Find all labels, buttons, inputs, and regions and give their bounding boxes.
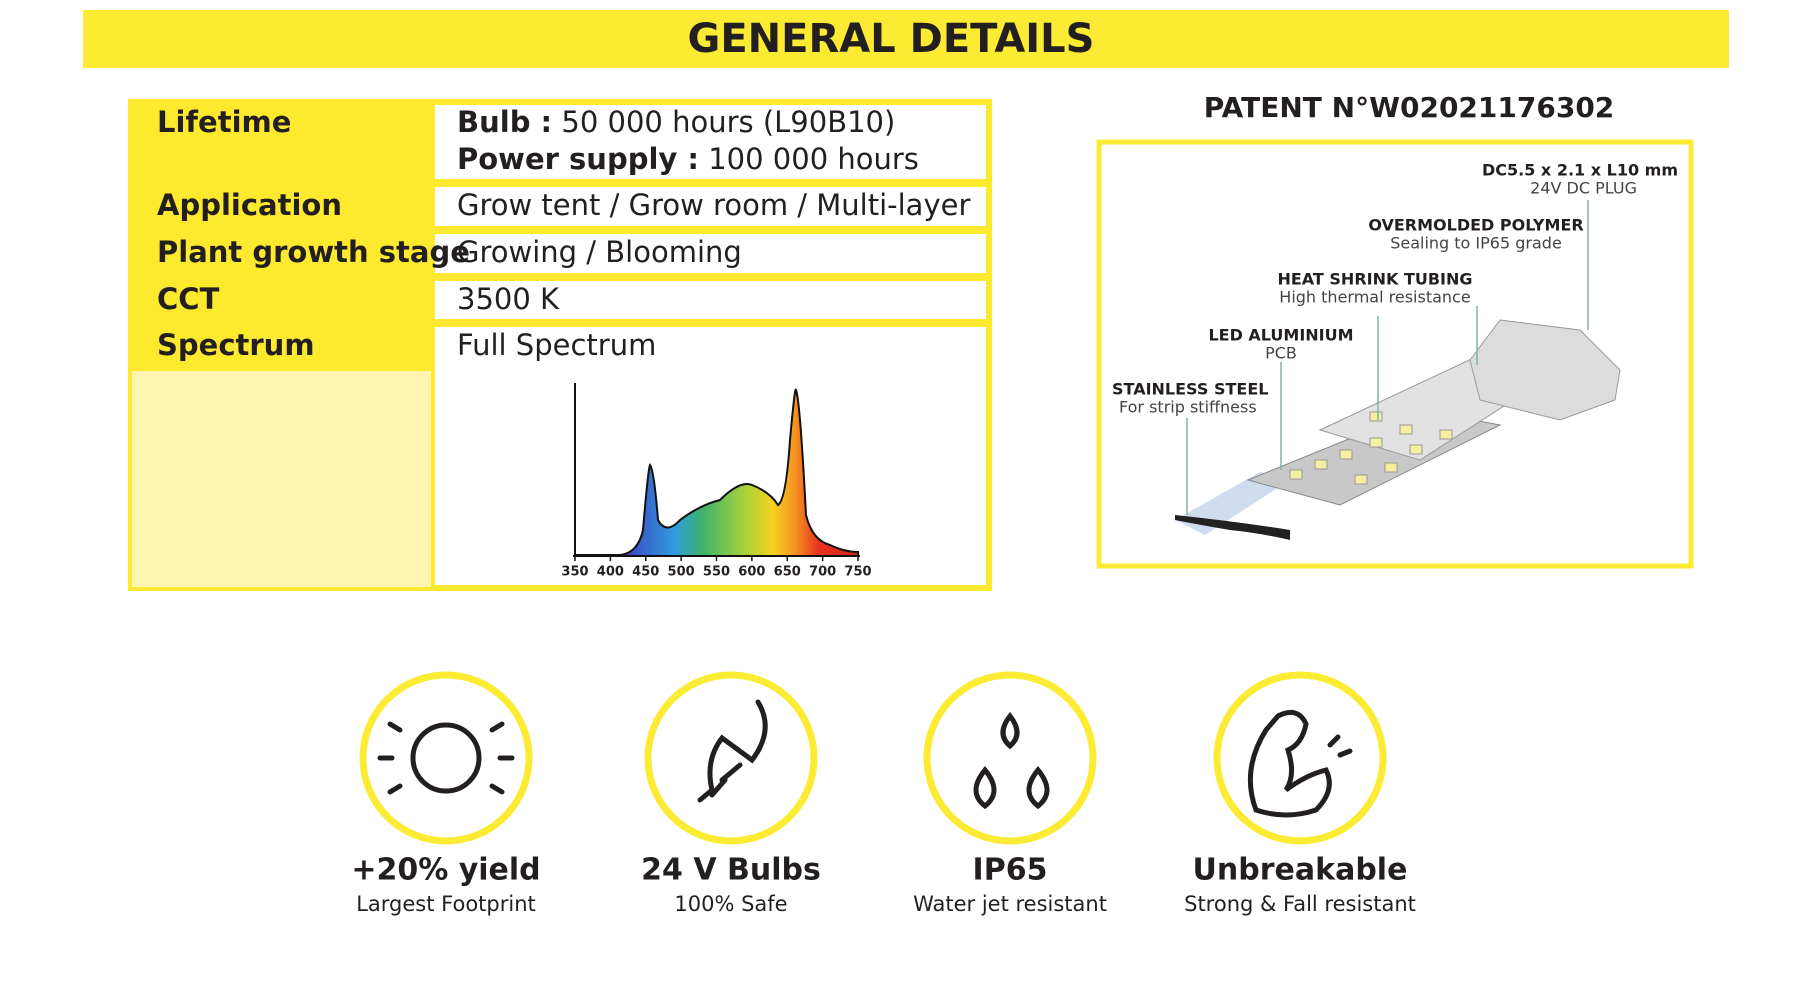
value-text: Full Spectrum xyxy=(457,328,656,362)
label-column-light xyxy=(130,371,431,589)
tick-label: 700 xyxy=(809,565,836,580)
icon-circles xyxy=(359,671,1387,845)
callout-subtitle: Sealing to IP65 grade xyxy=(1390,234,1562,253)
value-key: Power supply : xyxy=(457,142,699,176)
callout-title: LED ALUMINIUM xyxy=(1208,326,1353,345)
value-text: 100 000 hours xyxy=(708,142,919,176)
value-line: Power supply : 100 000 hours xyxy=(457,142,919,176)
value-text: Growing / Blooming xyxy=(457,235,742,269)
value-key: Bulb : xyxy=(457,105,552,139)
banner xyxy=(83,10,1729,68)
patent-title: PATENT N°W02021176302 xyxy=(1204,91,1615,124)
tick-label: 550 xyxy=(703,565,730,580)
value-line: Bulb : 50 000 hours (L90B10) xyxy=(457,105,895,139)
spectrum-ticks: 350 400 450 500 550 600 650 700 750 xyxy=(561,556,872,580)
row-label: Application xyxy=(157,188,342,222)
feature-subtitle: Strong & Fall resistant xyxy=(1184,892,1416,916)
label-column xyxy=(130,101,431,371)
tick-label: 650 xyxy=(774,565,801,580)
icon-glyphs xyxy=(377,699,1353,818)
value-text: 3500 K xyxy=(457,282,560,316)
callout-subtitle: PCB xyxy=(1265,344,1297,363)
tick-label: 350 xyxy=(561,565,588,580)
value-cell xyxy=(431,183,990,230)
callout-title: HEAT SHRINK TUBING xyxy=(1277,270,1472,289)
feature-title: 24 V Bulbs xyxy=(641,853,821,888)
callout-subtitle: 24V DC PLUG xyxy=(1530,179,1637,198)
tick-label: 750 xyxy=(844,565,871,580)
callout-title: DC5.5 x 2.1 x L10 mm xyxy=(1482,161,1678,180)
value-text: 50 000 hours (L90B10) xyxy=(561,105,895,139)
feature-title: Unbreakable xyxy=(1193,853,1408,888)
value-cell xyxy=(431,101,990,183)
feature-title: IP65 xyxy=(973,853,1048,888)
row-label: Spectrum xyxy=(157,328,315,362)
tick-label: 400 xyxy=(597,565,624,580)
feature-subtitle: Largest Footprint xyxy=(356,892,536,916)
row-label: CCT xyxy=(157,282,220,316)
row-label: Plant growth stage xyxy=(157,235,470,269)
tick-label: 600 xyxy=(738,565,765,580)
tick-label: 450 xyxy=(632,565,659,580)
feature-subtitle: 100% Safe xyxy=(674,892,787,916)
feature-title: +20% yield xyxy=(351,853,540,888)
callout-title: STAINLESS STEEL xyxy=(1112,380,1268,399)
callout-subtitle: For strip stiffness xyxy=(1119,398,1257,417)
features: +20% yield Largest Footprint 24 V Bulbs 100… xyxy=(351,853,1416,917)
callout-subtitle: High thermal resistance xyxy=(1279,288,1470,307)
value-text: Grow tent / Grow room / Multi-layer xyxy=(457,188,970,222)
strip-drawing xyxy=(1175,200,1621,540)
value-cell xyxy=(431,277,990,323)
row-label: Lifetime xyxy=(157,105,291,139)
value-cell xyxy=(431,230,990,277)
feature-subtitle: Water jet resistant xyxy=(913,892,1107,916)
tick-label: 500 xyxy=(668,565,695,580)
callout-title: OVERMOLDED POLYMER xyxy=(1368,216,1583,235)
page-title: GENERAL DETAILS xyxy=(688,16,1095,62)
